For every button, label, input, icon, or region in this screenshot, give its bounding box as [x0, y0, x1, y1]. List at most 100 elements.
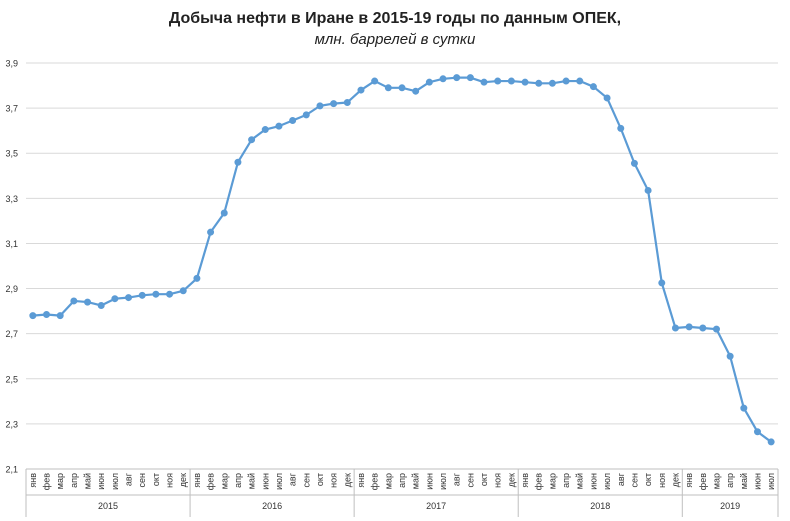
data-point [275, 122, 283, 130]
data-point [84, 298, 92, 306]
x-tick-label: апр [69, 473, 79, 488]
x-tick-label: сен [137, 473, 147, 488]
x-tick-label: окт [315, 473, 325, 486]
x-tick-label: май [83, 473, 93, 489]
data-point [207, 228, 215, 236]
data-point [685, 323, 693, 331]
y-axis-tick-labels: 2,1 2,3 2,5 2,7 2,9 3,1 3,3 3,5 3,7 3,9 [5, 59, 18, 475]
year-label: 2018 [590, 501, 610, 511]
data-point [220, 209, 228, 217]
data-point [152, 290, 160, 298]
x-tick-label: июл [274, 473, 284, 490]
x-tick-label: июн [424, 473, 434, 490]
data-point [97, 301, 105, 309]
x-tick-label: авг [124, 472, 134, 486]
x-tick-label: янв [684, 473, 694, 488]
x-tick-label: окт [151, 473, 161, 486]
series-line [32, 76, 772, 443]
year-label: 2015 [98, 501, 118, 511]
y-tick-label: 2,9 [5, 284, 18, 294]
data-point [576, 77, 584, 85]
data-point [466, 74, 474, 82]
data-point [507, 77, 515, 85]
x-tick-label: июн [588, 473, 598, 490]
y-tick-label: 2,1 [5, 465, 18, 475]
data-point [453, 74, 461, 82]
x-tick-label: янв [520, 473, 530, 488]
x-tick-label: авг [288, 472, 298, 486]
x-tick-label: апр [397, 473, 407, 488]
x-tick-label: июн [96, 473, 106, 490]
x-tick-label: фев [534, 473, 544, 490]
data-point [603, 94, 611, 102]
data-point [357, 86, 365, 94]
data-point [384, 84, 392, 92]
data-point [480, 78, 488, 86]
x-tick-label: фев [370, 473, 380, 490]
data-point [740, 404, 748, 412]
x-axis-year-labels: 2015 2016 2017 2018 2019 [98, 501, 740, 511]
data-point [330, 100, 338, 108]
data-point [767, 438, 775, 446]
y-tick-label: 3,1 [5, 239, 18, 249]
x-tick-label: июл [438, 473, 448, 490]
data-point [617, 124, 625, 132]
data-point [111, 295, 119, 303]
x-tick-label: ноя [657, 473, 667, 488]
x-tick-label: дек [342, 473, 352, 487]
data-point [56, 312, 64, 320]
year-label: 2019 [720, 501, 740, 511]
y-tick-label: 2,5 [5, 374, 18, 384]
x-tick-label: фев [698, 473, 708, 490]
data-point [138, 291, 146, 299]
x-tick-label: ноя [165, 473, 175, 488]
chart-title: Добыча нефти в Иране в 2015-19 годы по д… [168, 10, 622, 27]
data-point [302, 111, 310, 119]
y-tick-label: 2,7 [5, 329, 18, 339]
y-tick-label: 3,9 [5, 59, 18, 69]
data-point [412, 87, 420, 95]
y-tick-label: 3,5 [5, 149, 18, 159]
data-point [494, 77, 502, 85]
x-axis-month-labels: янв фев мар апр май июн июл авг сен окт ноя дек янв ф… [28, 472, 776, 490]
x-tick-label: май [739, 473, 749, 489]
data-point [589, 83, 597, 91]
data-point [753, 428, 761, 436]
x-tick-label: май [247, 473, 257, 489]
data-point [166, 290, 174, 298]
x-tick-label: ноя [329, 473, 339, 488]
data-point [548, 79, 556, 87]
x-tick-label: май [575, 473, 585, 489]
data-point [248, 136, 256, 144]
x-tick-label: авг [452, 472, 462, 486]
data-point [630, 159, 638, 167]
data-point [43, 310, 51, 318]
year-label: 2017 [426, 501, 446, 511]
data-point [179, 287, 187, 295]
x-tick-label: мар [711, 473, 721, 489]
data-point [562, 77, 570, 85]
x-tick-label: фев [206, 473, 216, 490]
x-tick-label: дек [670, 473, 680, 487]
data-point [644, 186, 652, 194]
data-point [671, 324, 679, 332]
data-point [125, 294, 133, 302]
x-tick-label: дек [178, 473, 188, 487]
x-tick-label: июл [110, 473, 120, 490]
x-tick-label: апр [233, 473, 243, 488]
x-tick-label: мар [383, 473, 393, 489]
x-tick-label: ноя [493, 473, 503, 488]
data-point [712, 325, 720, 333]
data-point [289, 117, 297, 125]
y-tick-label: 3,3 [5, 194, 18, 204]
data-point [521, 78, 529, 86]
x-tick-label: июл [602, 473, 612, 490]
data-point [658, 279, 666, 287]
data-point [29, 312, 37, 320]
x-tick-label: сен [629, 473, 639, 488]
x-tick-label: сен [465, 473, 475, 488]
data-point [70, 297, 78, 305]
x-tick-label: янв [192, 473, 202, 488]
y-tick-label: 3,7 [5, 104, 18, 114]
